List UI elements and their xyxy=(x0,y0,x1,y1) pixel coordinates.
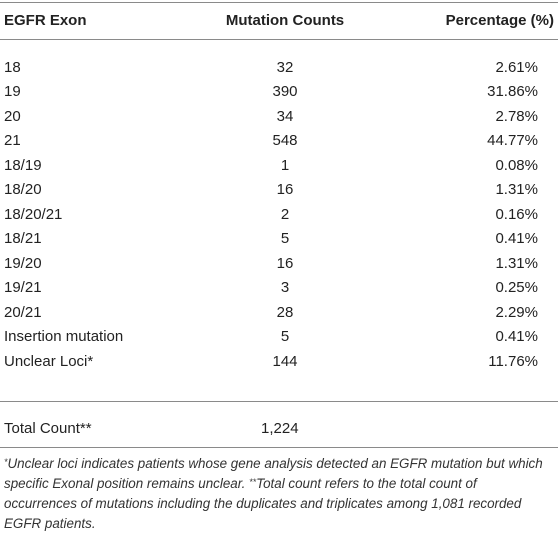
header-mutation-counts: Mutation Counts xyxy=(225,12,345,29)
table-row: 18/20/21 2 0.16% xyxy=(0,202,558,226)
cell-exon: 18 xyxy=(4,58,21,76)
cell-percentage: 0.41% xyxy=(495,328,538,345)
footnote-text-1: Unclear loci indicates patients whose ge… xyxy=(4,456,543,491)
table-row: 18/21 5 0.41% xyxy=(0,227,558,251)
cell-percentage: 2.61% xyxy=(495,58,538,76)
cell-exon: 18/20/21 xyxy=(4,205,63,223)
cell-mutation-counts: 144 xyxy=(272,352,298,370)
table-row: 18/19 1 0.08% xyxy=(0,153,558,177)
cell-mutation-counts: 3 xyxy=(280,279,290,296)
table-row: 21 548 44.77% xyxy=(0,129,558,153)
total-row: Total Count** 1,224 xyxy=(0,416,558,440)
cell-exon: 20 xyxy=(4,107,21,125)
table-header-rule xyxy=(0,39,558,40)
cell-mutation-counts: 548 xyxy=(272,132,298,149)
cell-mutation-counts: 390 xyxy=(272,83,298,100)
cell-mutation-counts: 5 xyxy=(280,328,290,345)
cell-exon: 18/20 xyxy=(4,181,42,198)
cell-percentage: 0.41% xyxy=(495,230,538,247)
table-row: 19/21 3 0.25% xyxy=(0,276,558,300)
footnote-marker-2: ** xyxy=(249,477,257,487)
cell-exon: 21 xyxy=(4,132,21,149)
header-exon: EGFR Exon xyxy=(4,12,87,29)
table-row: Unclear Loci* 144 11.76% xyxy=(0,349,558,373)
cell-exon: 19/21 xyxy=(4,279,42,296)
cell-mutation-counts: 28 xyxy=(276,303,294,321)
cell-mutation-counts: 2 xyxy=(280,205,290,223)
table-row: Insertion mutation 5 0.41% xyxy=(0,325,558,349)
footnote-marker-1: * xyxy=(4,457,8,467)
cell-exon: 19/20 xyxy=(4,254,42,272)
cell-percentage: 1.31% xyxy=(495,181,538,198)
table-bottom-rule xyxy=(0,447,558,448)
header-percentage: Percentage (%) xyxy=(445,12,554,29)
cell-mutation-counts: 16 xyxy=(276,181,294,198)
cell-mutation-counts: 16 xyxy=(276,254,294,272)
table-header: EGFR Exon Mutation Counts Percentage (%) xyxy=(0,2,558,39)
table-top-rule xyxy=(0,2,558,3)
total-label: Total Count** xyxy=(4,419,92,437)
table-total-rule xyxy=(0,401,558,402)
cell-percentage: 0.08% xyxy=(495,156,538,174)
table-row: 20/21 28 2.29% xyxy=(0,300,558,324)
cell-exon: 18/21 xyxy=(4,230,42,247)
cell-mutation-counts: 34 xyxy=(276,107,294,125)
cell-percentage: 0.25% xyxy=(495,279,538,296)
table-footnote: *Unclear loci indicates patients whose g… xyxy=(4,454,552,534)
cell-exon: 19 xyxy=(4,83,21,100)
table-row: 20 34 2.78% xyxy=(0,104,558,128)
footnote-text-2: Total count refers to the total count of… xyxy=(4,476,522,531)
cell-exon: Unclear Loci* xyxy=(4,352,94,370)
cell-percentage: 44.77% xyxy=(487,132,538,149)
cell-mutation-counts: 5 xyxy=(280,230,290,247)
cell-percentage: 1.31% xyxy=(495,254,538,272)
cell-percentage: 11.76% xyxy=(488,352,538,370)
cell-exon: 18/19 xyxy=(4,156,42,174)
cell-exon: Insertion mutation xyxy=(4,328,124,345)
cell-mutation-counts: 32 xyxy=(276,58,294,76)
table-row: 19/20 16 1.31% xyxy=(0,251,558,275)
table-row: 19 390 31.86% xyxy=(0,80,558,104)
total-counts: 1,224 xyxy=(261,419,299,437)
cell-exon: 20/21 xyxy=(4,303,42,321)
cell-mutation-counts: 1 xyxy=(280,156,290,174)
cell-percentage: 0.16% xyxy=(495,205,538,223)
cell-percentage: 31.86% xyxy=(487,83,538,100)
table-row: 18/20 16 1.31% xyxy=(0,178,558,202)
cell-percentage: 2.29% xyxy=(495,303,538,321)
cell-percentage: 2.78% xyxy=(495,107,538,125)
table-row: 18 32 2.61% xyxy=(0,55,558,79)
